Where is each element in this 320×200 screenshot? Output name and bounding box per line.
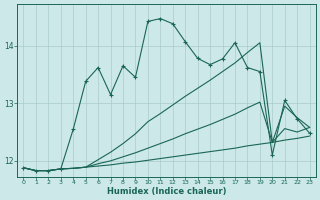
X-axis label: Humidex (Indice chaleur): Humidex (Indice chaleur): [107, 187, 226, 196]
